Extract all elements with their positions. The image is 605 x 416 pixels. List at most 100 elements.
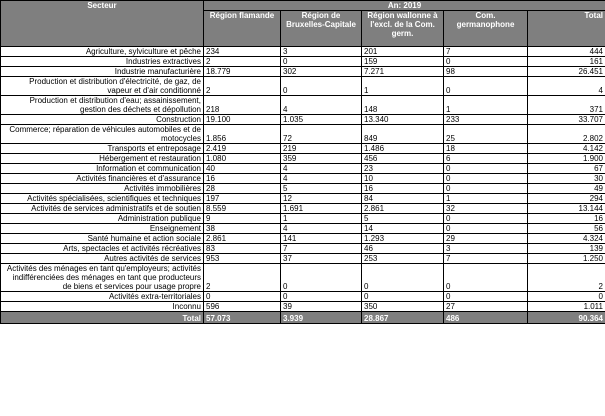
- value-cell: 0: [443, 56, 528, 67]
- table-row: Arts, spectacles et activités récréative…: [0, 243, 605, 254]
- column-header-flemish-region: Région flamande: [203, 10, 281, 47]
- value-cell: 0: [443, 76, 528, 96]
- table-footer: Total 57.073 3.939 28.867 486 90.364: [0, 311, 605, 324]
- value-cell: 2: [203, 263, 281, 292]
- value-cell: 0: [443, 213, 528, 224]
- total-cell: 28.867: [361, 311, 444, 324]
- value-cell: 218: [203, 95, 281, 115]
- value-cell: 2.802: [527, 124, 605, 144]
- value-cell: 4: [280, 223, 362, 234]
- sector-cell: Inconnu: [0, 301, 204, 312]
- table-row: Activités extra-territoriales 0 0 0 0 0: [0, 291, 605, 302]
- value-cell: 13.144: [527, 203, 605, 214]
- column-header-brussels-region: Région de Bruxelles-Capitale: [280, 10, 362, 47]
- sector-cell: Agriculture, sylviculture et pêche: [0, 46, 204, 57]
- total-cell: 90.364: [527, 311, 605, 324]
- table-row: Autres activités de services 953 37 253 7 1.2…: [0, 253, 605, 264]
- sector-cell: Production et distribution d'électricité…: [0, 76, 204, 96]
- sector-cell: Activités de services administratifs et …: [0, 203, 204, 214]
- value-cell: 2: [527, 263, 605, 292]
- value-cell: 7: [280, 243, 362, 254]
- value-cell: 0: [280, 291, 362, 302]
- value-cell: 4.142: [527, 143, 605, 154]
- value-cell: 28: [203, 183, 281, 194]
- value-cell: 4.324: [527, 233, 605, 244]
- value-cell: 1.250: [527, 253, 605, 264]
- table-row: Santé humaine et action sociale 2.861 141 1…: [0, 233, 605, 244]
- value-cell: 596: [203, 301, 281, 312]
- table-row: Industrie manufacturière 18.779 302 7.271 98…: [0, 66, 605, 77]
- value-cell: 0: [443, 223, 528, 234]
- value-cell: 0: [203, 291, 281, 302]
- value-cell: 302: [280, 66, 362, 77]
- value-cell: 141: [280, 233, 362, 244]
- value-cell: 2: [203, 56, 281, 67]
- value-cell: 37: [280, 253, 362, 264]
- sector-cell: Transports et entreposage: [0, 143, 204, 154]
- value-cell: 25: [443, 124, 528, 144]
- value-cell: 0: [361, 291, 444, 302]
- value-cell: 371: [527, 95, 605, 115]
- value-cell: 67: [527, 163, 605, 174]
- table-row: Activités spécialisées, scientifiques et…: [0, 193, 605, 204]
- value-cell: 18.779: [203, 66, 281, 77]
- value-cell: 14: [361, 223, 444, 234]
- value-cell: 98: [443, 66, 528, 77]
- value-cell: 56: [527, 223, 605, 234]
- table-row: Agriculture, sylviculture et pêche 234 3 20…: [0, 46, 605, 57]
- total-row: Total 57.073 3.939 28.867 486 90.364: [0, 311, 605, 324]
- total-row-label: Total: [0, 311, 204, 324]
- value-cell: 1.080: [203, 153, 281, 164]
- total-cell: 486: [443, 311, 528, 324]
- value-cell: 148: [361, 95, 444, 115]
- table-row: Commerce; réparation de véhicules automo…: [0, 124, 605, 144]
- value-cell: 0: [443, 163, 528, 174]
- value-cell: 16: [203, 173, 281, 184]
- value-cell: 0: [361, 263, 444, 292]
- value-cell: 159: [361, 56, 444, 67]
- sector-cell: Activités des ménages en tant qu'employe…: [0, 263, 204, 292]
- value-cell: 23: [361, 163, 444, 174]
- value-cell: 219: [280, 143, 362, 154]
- value-cell: 49: [527, 183, 605, 194]
- table-header: Secteur An: 2019 Région flamande Région …: [0, 0, 605, 47]
- total-cell: 3.939: [280, 311, 362, 324]
- value-cell: 4: [527, 76, 605, 96]
- value-cell: 0: [443, 183, 528, 194]
- sector-cell: Autres activités de services: [0, 253, 204, 264]
- table-body: Agriculture, sylviculture et pêche 234 3 20…: [0, 46, 605, 312]
- value-cell: 40: [203, 163, 281, 174]
- value-cell: 161: [527, 56, 605, 67]
- value-cell: 6: [443, 153, 528, 164]
- value-cell: 294: [527, 193, 605, 204]
- value-cell: 1.293: [361, 233, 444, 244]
- total-cell: 57.073: [203, 311, 281, 324]
- year-header: An: 2019: [203, 0, 605, 11]
- value-cell: 8.559: [203, 203, 281, 214]
- value-cell: 12: [280, 193, 362, 204]
- table-row: Information et communication 40 4 23 0 67: [0, 163, 605, 174]
- value-cell: 2.861: [203, 233, 281, 244]
- sector-cell: Activités immobilières: [0, 183, 204, 194]
- value-cell: 139: [527, 243, 605, 254]
- sector-cell: Administration publique: [0, 213, 204, 224]
- table-row: Administration publique 9 1 5 0 16: [0, 213, 605, 224]
- sector-cell: Industrie manufacturière: [0, 66, 204, 77]
- sector-column-header: Secteur: [0, 0, 204, 47]
- value-cell: 0: [443, 263, 528, 292]
- value-cell: 7: [443, 46, 528, 57]
- value-cell: 4: [280, 163, 362, 174]
- value-cell: 83: [203, 243, 281, 254]
- table-row: Enseignement 38 4 14 0 56: [0, 223, 605, 234]
- value-cell: 456: [361, 153, 444, 164]
- value-cell: 32: [443, 203, 528, 214]
- value-cell: 350: [361, 301, 444, 312]
- value-cell: 18: [443, 143, 528, 154]
- value-cell: 46: [361, 243, 444, 254]
- sector-cell: Santé humaine et action sociale: [0, 233, 204, 244]
- column-header-total: Total: [527, 10, 605, 47]
- value-cell: 84: [361, 193, 444, 204]
- value-cell: 0: [280, 263, 362, 292]
- value-cell: 27: [443, 301, 528, 312]
- value-cell: 16: [361, 183, 444, 194]
